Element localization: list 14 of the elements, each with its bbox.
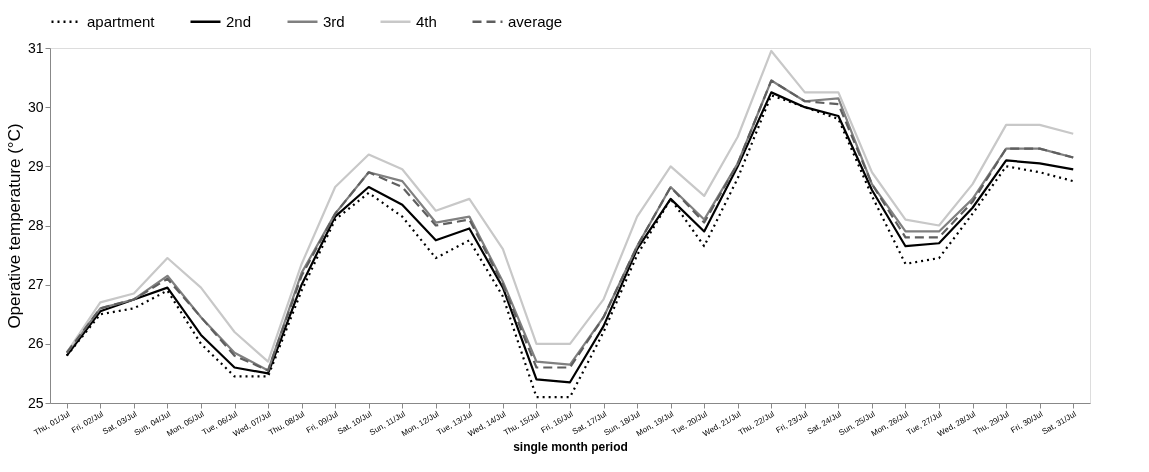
legend-label: average [508,12,563,30]
legend-label: 2nd [226,12,252,30]
y-tick-label: 26 [27,335,44,352]
legend-label: apartment [87,12,156,30]
y-tick-label: 27 [27,276,44,293]
y-axis-title: Operative temperature (°C) [4,123,24,329]
x-axis-title: single month period [513,440,628,455]
y-tick-label: 28 [27,217,44,233]
legend-label: 3rd [323,12,345,30]
y-tick-label: 29 [27,157,44,174]
legend-label: 4th [416,12,437,30]
y-tick-label: 30 [27,98,44,115]
y-tick-label: 25 [27,394,44,411]
y-tick-label: 31 [27,39,44,56]
